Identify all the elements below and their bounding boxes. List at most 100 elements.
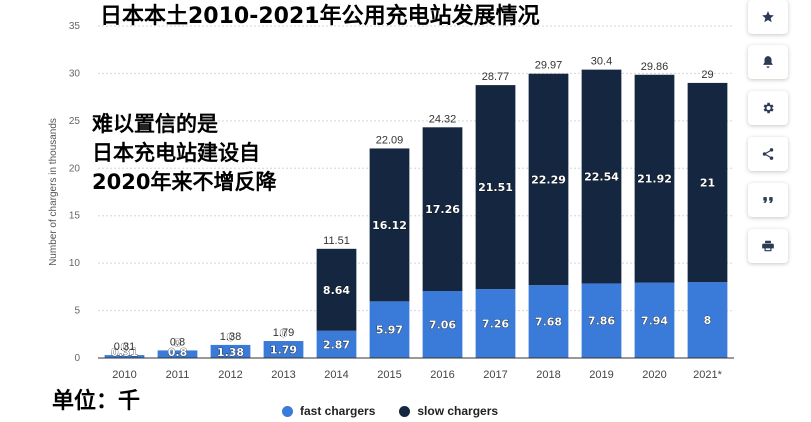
legend-item-fast[interactable]: fast chargers	[282, 404, 375, 418]
segment-label-slow: 17.26	[425, 203, 460, 216]
total-label: 29	[701, 69, 713, 81]
total-label: 11.51	[323, 235, 350, 247]
legend-dot-slow	[399, 405, 411, 417]
segment-label-slow: 0	[121, 341, 129, 354]
segment-label-slow: 0	[227, 331, 235, 344]
segment-label-fast: 0.31	[111, 346, 138, 359]
bar-slow	[422, 127, 463, 292]
bar-slow	[687, 82, 728, 283]
y-tick-label: 10	[69, 258, 81, 269]
segment-label-slow: 22.29	[531, 173, 566, 186]
notification-button[interactable]	[748, 45, 788, 79]
x-tick-label: 2015	[377, 369, 401, 381]
note-line-1: 难以置信的是	[92, 112, 218, 136]
note-line-2: 日本充电站建设自	[92, 141, 260, 165]
share-icon	[761, 147, 775, 161]
x-tick-label: 2013	[271, 369, 295, 381]
segment-label-fast: 7.06	[429, 319, 456, 332]
x-tick-label: 2021*	[693, 369, 722, 381]
y-tick-label: 25	[69, 116, 81, 127]
bar-fast	[581, 283, 622, 358]
star-icon	[761, 10, 775, 24]
bar-fast	[316, 330, 357, 358]
grid-lines	[98, 25, 734, 312]
segment-label-fast: 2.87	[323, 338, 350, 351]
bar-fast	[157, 350, 198, 358]
legend-item-slow[interactable]: slow chargers	[399, 404, 498, 418]
print-button[interactable]	[748, 229, 788, 263]
bar-fast	[210, 344, 251, 358]
total-label: 1.79	[273, 327, 294, 339]
segment-label-slow: 0	[280, 327, 288, 340]
settings-button[interactable]	[748, 91, 788, 125]
segment-label-fast: 1.38	[217, 346, 244, 359]
bar-fast	[475, 289, 516, 358]
chart-legend: fast chargers slow chargers	[282, 404, 522, 418]
y-axis-label: Number of chargers in thousands	[48, 118, 59, 266]
y-tick-label: 20	[69, 163, 81, 174]
x-tick-label: 2018	[536, 369, 560, 381]
bar-slow	[475, 85, 516, 290]
segment-label-fast: 0.8	[168, 346, 188, 359]
segment-label-slow: 16.12	[372, 219, 407, 232]
x-tick-label: 2019	[589, 369, 613, 381]
x-axis-ticks: 2010 2011 2012 2013 2014 2015 2016 2017 2018 2019…	[112, 369, 722, 381]
segment-label-slow: 21.51	[478, 181, 513, 194]
legend-label-fast: fast chargers	[300, 404, 376, 418]
segment-label-fast: 7.86	[588, 315, 615, 328]
x-tick-label: 2011	[166, 369, 190, 381]
total-label: 28.77	[482, 71, 510, 83]
bar-slow	[369, 148, 410, 302]
overlay-unit: 单位：千	[52, 389, 141, 414]
total-label: 30.4	[591, 56, 612, 68]
bar-slow	[316, 248, 357, 331]
note-line-3: 2020年来不增反降	[92, 170, 277, 194]
overlay-note: 难以置信的是 日本充电站建设自 2020年来不增反降	[92, 110, 276, 197]
bar-fast	[369, 301, 410, 358]
bar-slow	[634, 74, 675, 283]
y-tick-label: 30	[69, 68, 81, 79]
x-tick-label: 2017	[483, 369, 507, 381]
segment-label-fast: 7.94	[641, 314, 668, 327]
y-axis-ticks: 0 5 10 15 20 25 30 35	[69, 21, 81, 364]
bar-fast	[422, 291, 463, 358]
bar-fast	[634, 282, 675, 358]
segment-label-fast: 5.97	[376, 324, 403, 337]
y-tick-label: 5	[74, 306, 80, 317]
segment-label-slow: 21.92	[637, 173, 672, 186]
x-tick-label: 2020	[642, 369, 666, 381]
segment-label-fast: 1.79	[270, 344, 297, 357]
bar-fast	[528, 285, 569, 358]
bar-fast	[687, 282, 728, 358]
total-label: 1.38	[220, 331, 241, 343]
gear-icon	[761, 101, 775, 115]
total-label: 0.31	[114, 341, 135, 353]
segment-label-fast: 7.68	[535, 316, 562, 329]
y-tick-label: 35	[69, 21, 81, 32]
segment-label-fast: 7.26	[482, 318, 509, 331]
print-icon	[761, 239, 775, 253]
total-label: 29.97	[535, 60, 563, 72]
total-label: 22.09	[376, 134, 404, 146]
legend-dot-fast	[282, 405, 293, 417]
x-tick-label: 2012	[218, 369, 242, 381]
x-tick-label: 2010	[112, 369, 136, 381]
x-tick-label: 2016	[430, 369, 454, 381]
legend-label-slow: slow chargers	[417, 404, 499, 418]
segment-label-fast: 8	[704, 314, 712, 327]
total-label: 0.8	[170, 336, 185, 348]
favorite-button[interactable]	[748, 0, 788, 34]
cite-button[interactable]	[748, 183, 788, 217]
bar-slow	[581, 69, 622, 284]
y-tick-label: 0	[74, 353, 80, 364]
share-button[interactable]	[748, 137, 788, 171]
segment-label-slow: 22.54	[584, 171, 619, 184]
y-tick-label: 15	[69, 211, 81, 222]
bar-fast	[263, 341, 304, 358]
segment-label-slow: 21	[700, 177, 715, 190]
segment-label-slow: 8.64	[323, 284, 350, 297]
bell-icon	[761, 55, 775, 69]
total-label: 29.86	[641, 61, 669, 73]
